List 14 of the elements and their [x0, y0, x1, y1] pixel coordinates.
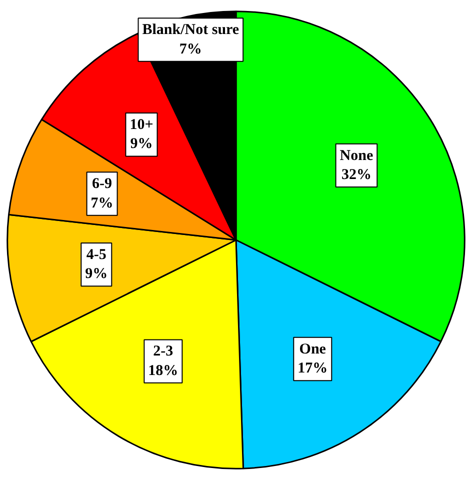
data-label: 7%: [90, 195, 114, 212]
data-label: 32%: [341, 167, 372, 184]
data-label: 7%: [179, 41, 202, 58]
slice-label: None: [340, 148, 374, 164]
slice-label: 4-5: [86, 246, 106, 263]
data-label: 17%: [298, 360, 328, 377]
slice-label: 2-3: [153, 344, 174, 360]
slice-label: One: [299, 341, 326, 358]
data-label: 9%: [130, 136, 153, 152]
slice-label: Blank/Not sure: [142, 22, 240, 38]
data-label: 18%: [148, 362, 178, 379]
slice-label: 10+: [130, 117, 154, 134]
slice-label: 6-9: [92, 176, 112, 192]
data-label: 9%: [85, 266, 108, 282]
